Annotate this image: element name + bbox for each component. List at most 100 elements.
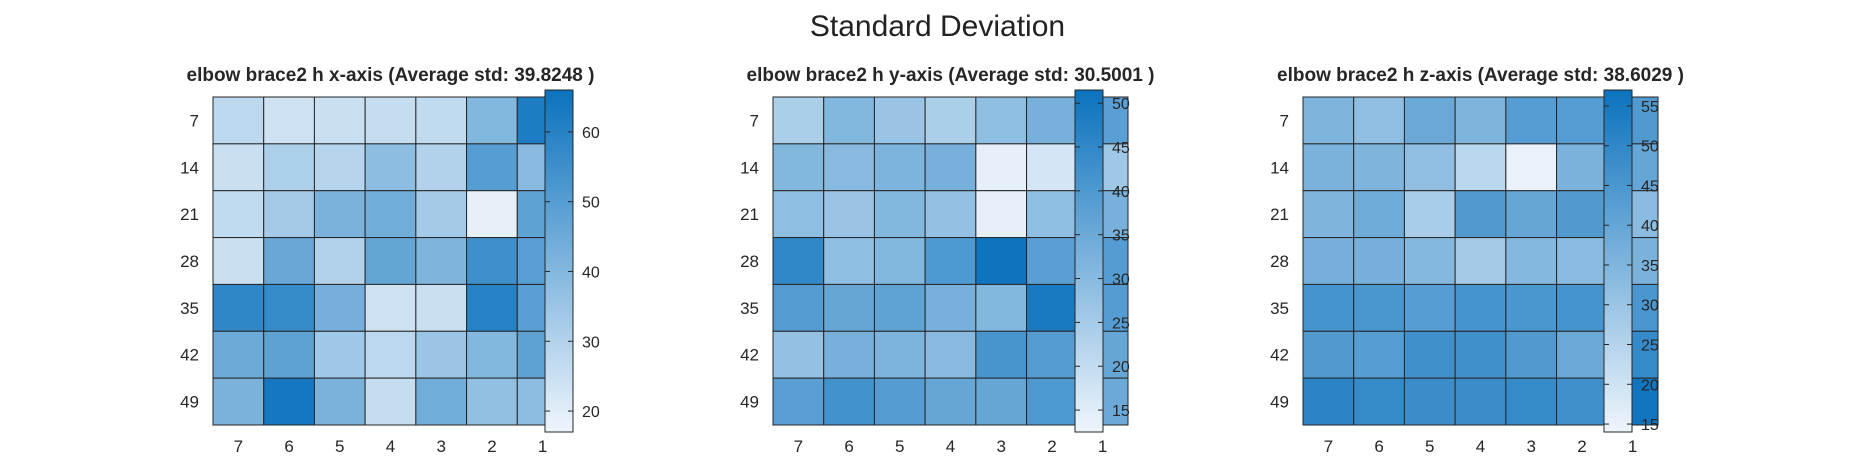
x-tick-label: 3 xyxy=(436,437,445,456)
colorbar-tick-label: 45 xyxy=(1112,140,1130,157)
y-tick-label: 49 xyxy=(1270,393,1289,412)
heatmap-cell xyxy=(823,190,875,239)
heatmap-cell xyxy=(1505,237,1558,285)
y-tick-label: 42 xyxy=(180,346,199,365)
x-tick-label: 5 xyxy=(335,437,344,456)
panel-title: elbow brace2 h x-axis (Average std: 39.8… xyxy=(187,65,595,86)
heatmap-cell xyxy=(263,237,315,285)
heatmap-cell xyxy=(364,330,417,379)
heatmap-cell xyxy=(1026,143,1078,192)
heatmap-cell xyxy=(873,330,926,379)
heatmap-cell xyxy=(1026,190,1078,239)
x-tick-label: 1 xyxy=(1098,437,1107,456)
heatmap-cell xyxy=(1505,96,1558,145)
heatmap-cell xyxy=(313,190,366,239)
heatmap-cell xyxy=(975,143,1028,192)
colorbar-tick-label: 25 xyxy=(1112,315,1130,332)
colorbar xyxy=(1074,89,1104,433)
heatmap-cell xyxy=(415,377,468,426)
heatmap-cell xyxy=(364,143,417,192)
heatmap-cell xyxy=(1556,377,1608,426)
heatmap-cell xyxy=(1556,330,1608,379)
heatmap-cell xyxy=(975,190,1028,239)
heatmap-cell xyxy=(823,237,875,285)
heatmap-cell xyxy=(823,330,875,379)
heatmap-cell xyxy=(975,330,1028,379)
heatmap-cell xyxy=(313,283,366,332)
heatmap-cell xyxy=(1505,143,1558,192)
colorbar-tick-label: 15 xyxy=(1112,403,1130,420)
colorbar-tick-label: 35 xyxy=(1112,228,1130,245)
colorbar-tick-label: 20 xyxy=(582,404,600,421)
heatmap-cell xyxy=(1353,330,1405,379)
heatmap-cell xyxy=(975,283,1028,332)
colorbar-tick-label: 15 xyxy=(1641,417,1659,434)
heatmap-cell xyxy=(212,190,265,239)
heatmap-cell xyxy=(1353,96,1405,145)
heatmap-cell xyxy=(975,96,1028,145)
heatmap-cell xyxy=(364,283,417,332)
colorbar xyxy=(544,89,574,433)
heatmap-cell xyxy=(1026,237,1078,285)
heatmap-cell xyxy=(823,96,875,145)
colorbar-tick-label: 30 xyxy=(1112,272,1130,289)
heatmap-cell xyxy=(1302,377,1355,426)
heatmap-cell xyxy=(1403,330,1456,379)
colorbar-tick-label: 20 xyxy=(1112,359,1130,376)
colorbar xyxy=(1603,89,1633,433)
heatmap-cell xyxy=(1353,237,1405,285)
heatmap-cell xyxy=(466,330,518,379)
heatmap-cell xyxy=(263,377,315,426)
heatmap-cell xyxy=(924,237,977,285)
heatmap-cell xyxy=(924,377,977,426)
heatmap-cell xyxy=(212,96,265,145)
heatmap-cell xyxy=(823,377,875,426)
heatmap-cell xyxy=(263,96,315,145)
heatmap-cell xyxy=(212,283,265,332)
heatmap-cell xyxy=(364,377,417,426)
heatmap-cell xyxy=(1026,283,1078,332)
heatmap-cell xyxy=(263,143,315,192)
heatmap-cell xyxy=(873,96,926,145)
heatmap-cell xyxy=(466,283,518,332)
y-tick-label: 35 xyxy=(1270,299,1289,318)
x-tick-label: 4 xyxy=(1476,437,1485,456)
x-tick-label: 7 xyxy=(234,437,243,456)
y-tick-label: 42 xyxy=(1270,346,1289,365)
x-tick-label: 7 xyxy=(1324,437,1333,456)
x-tick-label: 3 xyxy=(996,437,1005,456)
colorbar-tick-label: 25 xyxy=(1641,338,1659,355)
heatmap-cell xyxy=(466,96,518,145)
y-tick-label: 7 xyxy=(190,111,199,130)
heatmap-cell xyxy=(1454,330,1507,379)
heatmap-cell xyxy=(466,377,518,426)
heatmap-cell xyxy=(924,283,977,332)
heatmap-cell xyxy=(1353,190,1405,239)
x-tick-label: 2 xyxy=(487,437,496,456)
y-tick-label: 49 xyxy=(740,393,759,412)
heatmap-cell xyxy=(1403,237,1456,285)
heatmap-cell xyxy=(823,283,875,332)
heatmap-cell xyxy=(924,143,977,192)
heatmap-cell xyxy=(364,96,417,145)
panel-title: elbow brace2 h z-axis (Average std: 38.6… xyxy=(1277,65,1684,86)
heatmap-cell xyxy=(873,143,926,192)
heatmap-cell xyxy=(212,237,265,285)
heatmap-cell xyxy=(1026,330,1078,379)
heatmap-cell xyxy=(1403,143,1456,192)
y-tick-label: 28 xyxy=(740,252,759,271)
heatmap-cell xyxy=(415,96,468,145)
y-tick-label: 49 xyxy=(180,393,199,412)
heatmap-cell xyxy=(1556,143,1608,192)
heatmap-cell xyxy=(313,330,366,379)
heatmap-cell xyxy=(313,377,366,426)
heatmap-cell xyxy=(924,96,977,145)
y-tick-label: 7 xyxy=(1280,111,1289,130)
heatmap-cell xyxy=(1454,190,1507,239)
heatmap-cell xyxy=(415,330,468,379)
heatmap-cell xyxy=(924,190,977,239)
colorbar-tick-label: 40 xyxy=(1112,184,1130,201)
heatmap-cell xyxy=(263,190,315,239)
heatmap-cell xyxy=(415,190,468,239)
heatmap-cell xyxy=(263,283,315,332)
